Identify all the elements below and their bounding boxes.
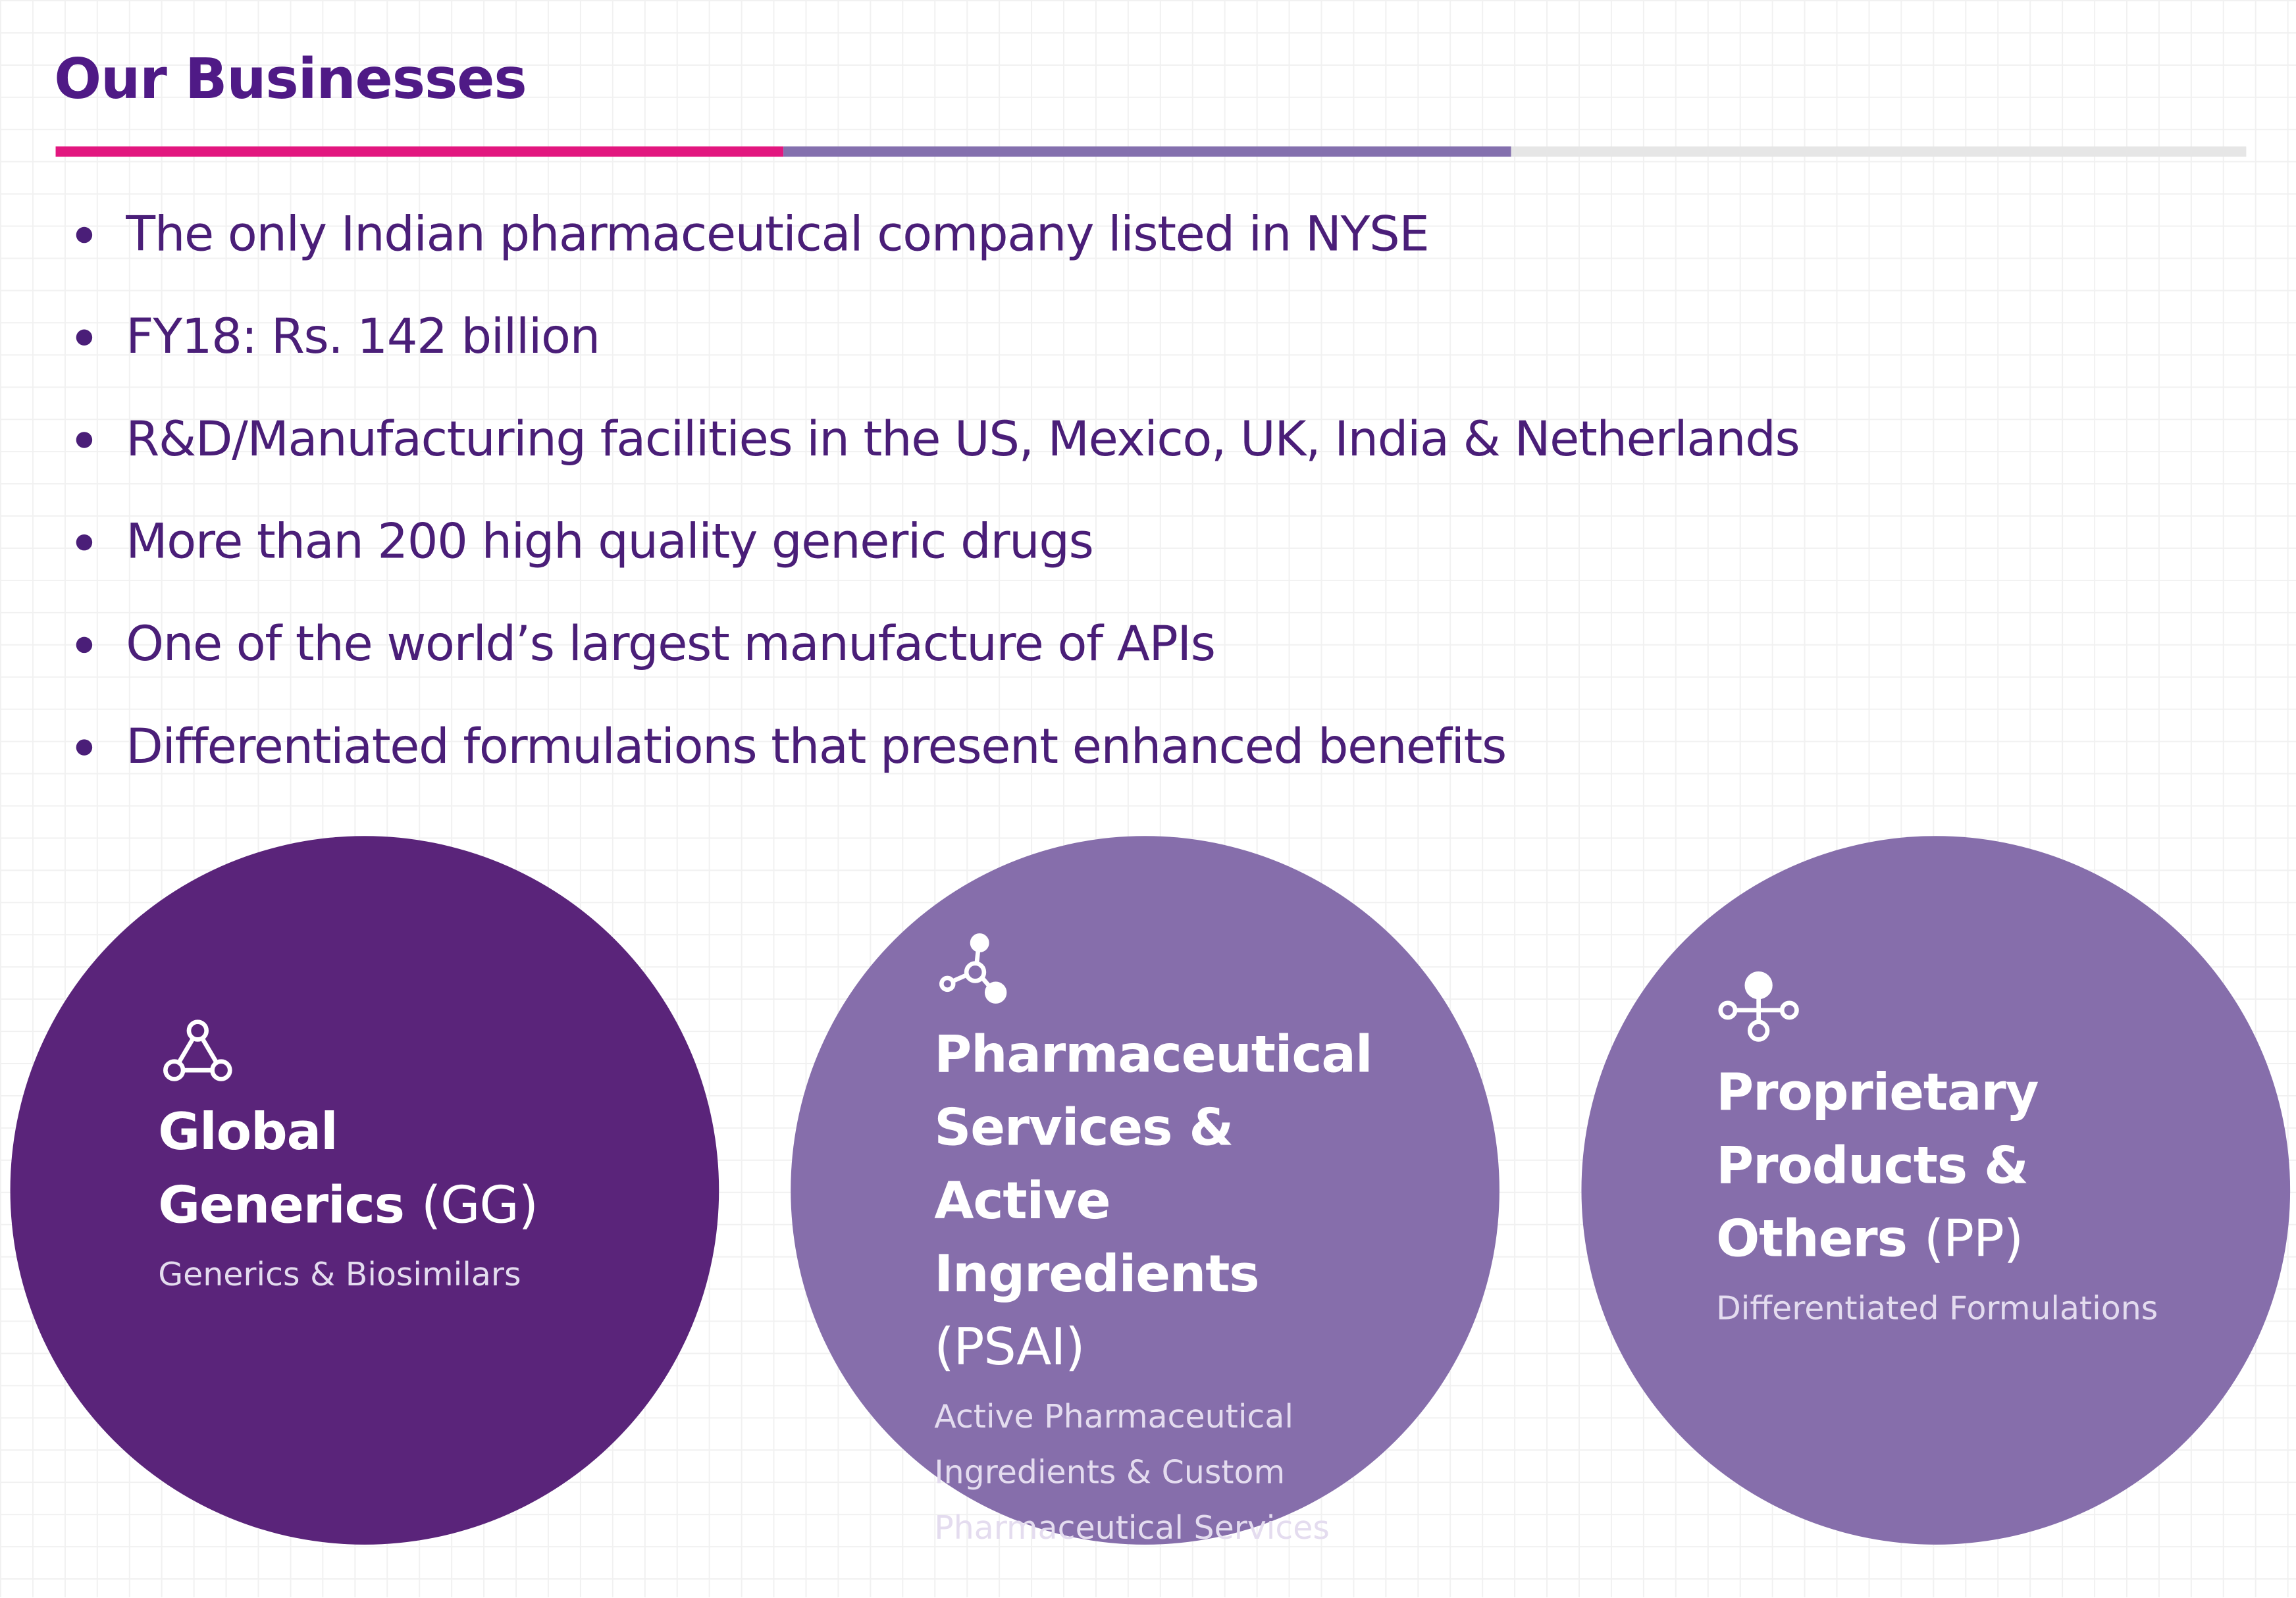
bullet: FY18: Rs. 142 billion — [70, 301, 1800, 404]
slide-title: Our Businesses — [54, 47, 527, 112]
divider-segment — [783, 146, 1511, 157]
business-heading: Proprietary Products & Others (PP) — [1716, 1057, 2221, 1277]
icon — [1718, 971, 1799, 1042]
bullet: The only Indian pharmaceutical company l… — [70, 199, 1800, 302]
business-abbreviation: (PSAI) — [934, 1319, 1085, 1378]
business-title: Pharmaceutical Services & Active Ingredi… — [934, 1026, 1372, 1305]
business-circle — [1581, 836, 2291, 1545]
business-title: Proprietary Products & Others — [1716, 1064, 2039, 1270]
bullet: More than 200 high quality generic drugs — [70, 507, 1800, 609]
business-circle — [791, 836, 1500, 1545]
business-description: Differentiated Formulations — [1716, 1291, 2158, 1328]
business-text: Global Generics (GG) Generics & Biosimil… — [158, 1018, 597, 1304]
bullet-list: The only Indian pharmaceutical company l… — [70, 199, 1800, 814]
business-abbreviation: (PP) — [1923, 1210, 2023, 1270]
business-description: Generics & Biosimilars — [158, 1257, 521, 1295]
bullet: Differentiated formulations that present… — [70, 711, 1800, 814]
business-title: Global Generics — [158, 1104, 405, 1236]
business-abbreviation: (GG) — [421, 1177, 538, 1236]
icon — [163, 1019, 232, 1081]
bullet: One of the world’s largest manufacture o… — [70, 609, 1800, 711]
divider-segment — [55, 146, 784, 157]
divider-segment — [1511, 146, 2247, 157]
business-text: Pharmaceutical Services & Active Ingredi… — [934, 931, 1417, 1558]
icon — [939, 933, 1007, 1004]
business-circle — [10, 836, 719, 1545]
business-heading: Pharmaceutical Services & Active Ingredi… — [934, 1019, 1417, 1385]
business-text: Proprietary Products & Others (PP) Diffe… — [1716, 969, 2221, 1339]
business-heading: Global Generics (GG) — [158, 1096, 597, 1243]
bullet: R&D/Manufacturing facilities in the US, … — [70, 404, 1800, 507]
business-description: Active Pharmaceutical Ingredients & Cust… — [934, 1399, 1330, 1548]
